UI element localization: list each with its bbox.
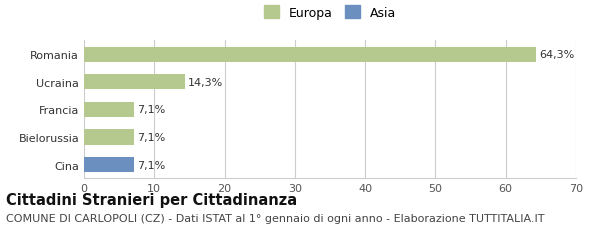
Text: 14,3%: 14,3% xyxy=(188,77,223,87)
Text: 7,1%: 7,1% xyxy=(137,105,166,115)
Text: 7,1%: 7,1% xyxy=(137,160,166,170)
Text: Cittadini Stranieri per Cittadinanza: Cittadini Stranieri per Cittadinanza xyxy=(6,192,297,207)
Legend: Europa, Asia: Europa, Asia xyxy=(263,6,397,20)
Text: COMUNE DI CARLOPOLI (CZ) - Dati ISTAT al 1° gennaio di ogni anno - Elaborazione : COMUNE DI CARLOPOLI (CZ) - Dati ISTAT al… xyxy=(6,213,545,223)
Text: 64,3%: 64,3% xyxy=(539,50,575,60)
Bar xyxy=(84,130,134,145)
Text: 7,1%: 7,1% xyxy=(137,132,166,142)
Bar xyxy=(84,102,134,117)
Bar xyxy=(84,75,185,90)
Bar xyxy=(84,157,134,172)
Bar xyxy=(84,47,536,63)
